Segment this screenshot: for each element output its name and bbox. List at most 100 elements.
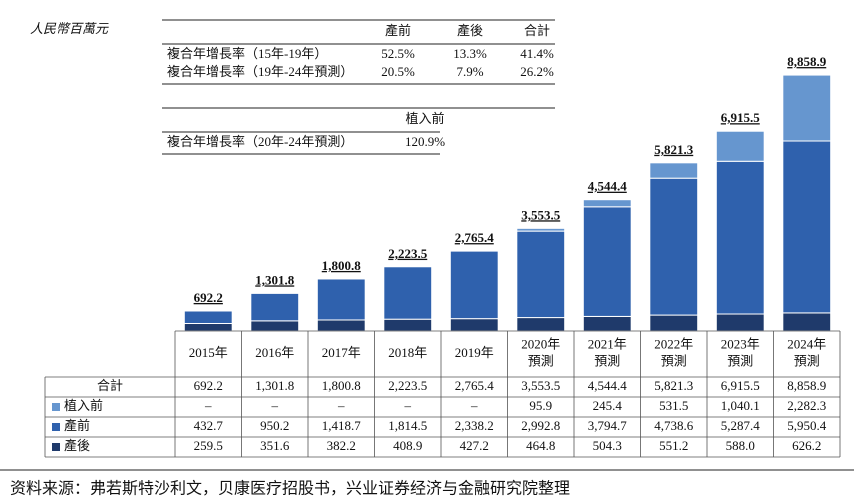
x-tick-label: 2018年 — [388, 345, 427, 360]
table-value: 531.5 — [659, 398, 688, 413]
bar-segment — [649, 314, 699, 332]
bar-segment — [582, 206, 632, 317]
legend-label: 合計 — [97, 378, 123, 393]
legend-label: 產後 — [64, 438, 90, 453]
total-label: 1,301.8 — [255, 272, 295, 287]
table-value: 95.9 — [529, 398, 552, 413]
table-value: 5,950.4 — [787, 418, 827, 433]
total-label: 3,553.5 — [521, 207, 561, 222]
bar-segment — [250, 292, 300, 322]
bar-segment — [449, 318, 499, 332]
cagr-value: 26.2% — [520, 64, 554, 79]
cagr-label: 複合年增長率（15年-19年） — [167, 46, 327, 61]
total-label: 8,858.9 — [787, 54, 827, 69]
legend-swatch — [52, 403, 60, 411]
bar-segment — [649, 162, 699, 179]
bar-segment — [715, 130, 765, 162]
x-tick-label: 2024年預測 — [787, 336, 826, 368]
x-tick-label: 2021年預測 — [588, 336, 627, 368]
table-value: 4,738.6 — [654, 418, 694, 433]
table-value: – — [337, 398, 345, 413]
cagr-header: 產前 — [385, 23, 411, 38]
table-value: 3,553.5 — [521, 378, 560, 393]
table-value: 427.2 — [460, 438, 489, 453]
bar-segment — [383, 318, 433, 332]
legend-label: 產前 — [64, 418, 90, 433]
total-label: 2,223.5 — [388, 246, 428, 261]
x-tick-label: 2015年 — [189, 345, 228, 360]
x-tick-label: 2019年 — [455, 345, 494, 360]
cagr-header: 植入前 — [405, 111, 444, 126]
table-value: 1,800.8 — [322, 378, 361, 393]
x-tick-label: 2020年預測 — [521, 336, 560, 368]
table-value: – — [470, 398, 478, 413]
table-value: 2,765.4 — [455, 378, 495, 393]
table-value: 692.2 — [194, 378, 223, 393]
table-value: – — [204, 398, 212, 413]
bar-segment — [782, 312, 832, 332]
table-value: 4,544.4 — [588, 378, 628, 393]
bar-segment — [516, 230, 566, 319]
bar-segment — [582, 315, 632, 332]
cagr-value: 52.5% — [381, 46, 415, 61]
total-label: 4,544.4 — [588, 179, 628, 194]
table-value: 464.8 — [526, 438, 555, 453]
cagr-value: 20.5% — [381, 64, 415, 79]
bar-segment — [782, 74, 832, 142]
bar-segment — [183, 323, 233, 332]
table-value: 1,418.7 — [322, 418, 362, 433]
legend-label: 植入前 — [64, 398, 103, 413]
source: 资料来源：弗若斯特沙利文，贝康医疗招股书，兴业证券经济与金融研究院整理 — [10, 480, 570, 498]
total-label: 6,915.5 — [721, 110, 761, 125]
table-value: 5,287.4 — [721, 418, 761, 433]
table-value: 3,794.7 — [588, 418, 628, 433]
bar-segment — [449, 250, 499, 320]
total-label: 692.2 — [194, 290, 223, 305]
table-value: 588.0 — [726, 438, 755, 453]
cagr-header: 合計 — [524, 23, 550, 38]
total-label: 5,821.3 — [654, 142, 694, 157]
table-value: 2,338.2 — [455, 418, 494, 433]
bar-segment — [316, 319, 366, 332]
x-tick-label: 2022年預測 — [654, 336, 693, 368]
x-tick-label: 2017年 — [322, 345, 361, 360]
bar-segment — [715, 313, 765, 332]
table-value: 2,992.8 — [521, 418, 560, 433]
cagr-value: 7.9% — [456, 64, 483, 79]
table-value: 1,040.1 — [721, 398, 760, 413]
bar-segment — [582, 199, 632, 208]
bar-segment — [250, 320, 300, 332]
cagr-value: 41.4% — [520, 46, 554, 61]
table-value: 432.7 — [194, 418, 224, 433]
cagr-value: 120.9% — [405, 134, 445, 149]
bar-segment — [782, 140, 832, 314]
table-value: 382.2 — [327, 438, 356, 453]
table-value: 504.3 — [593, 438, 622, 453]
legend-swatch — [52, 423, 60, 431]
x-tick-label: 2016年 — [255, 345, 294, 360]
cagr-header: 產後 — [457, 23, 483, 38]
cagr-label: 複合年增長率（20年-24年預測） — [167, 134, 353, 149]
table-value: 2,282.3 — [787, 398, 826, 413]
bar-segment — [383, 266, 433, 320]
unit-label: 人民幣百萬元 — [30, 21, 109, 36]
table-value: 626.2 — [792, 438, 821, 453]
table-value: 8,858.9 — [787, 378, 826, 393]
table-value: 1,814.5 — [388, 418, 427, 433]
bar-segment — [316, 278, 366, 321]
x-tick-label: 2023年預測 — [721, 336, 760, 368]
table-value: 950.2 — [260, 418, 289, 433]
bar-segment — [516, 227, 566, 232]
table-value: 408.9 — [393, 438, 422, 453]
bar-segment — [649, 177, 699, 316]
table-value: 6,915.5 — [721, 378, 760, 393]
table-value: – — [271, 398, 279, 413]
table-value: – — [404, 398, 412, 413]
cagr-value: 13.3% — [453, 46, 487, 61]
table-value: 5,821.3 — [654, 378, 693, 393]
table-value: 351.6 — [260, 438, 290, 453]
table-value: 245.4 — [593, 398, 623, 413]
total-label: 1,800.8 — [322, 258, 362, 273]
